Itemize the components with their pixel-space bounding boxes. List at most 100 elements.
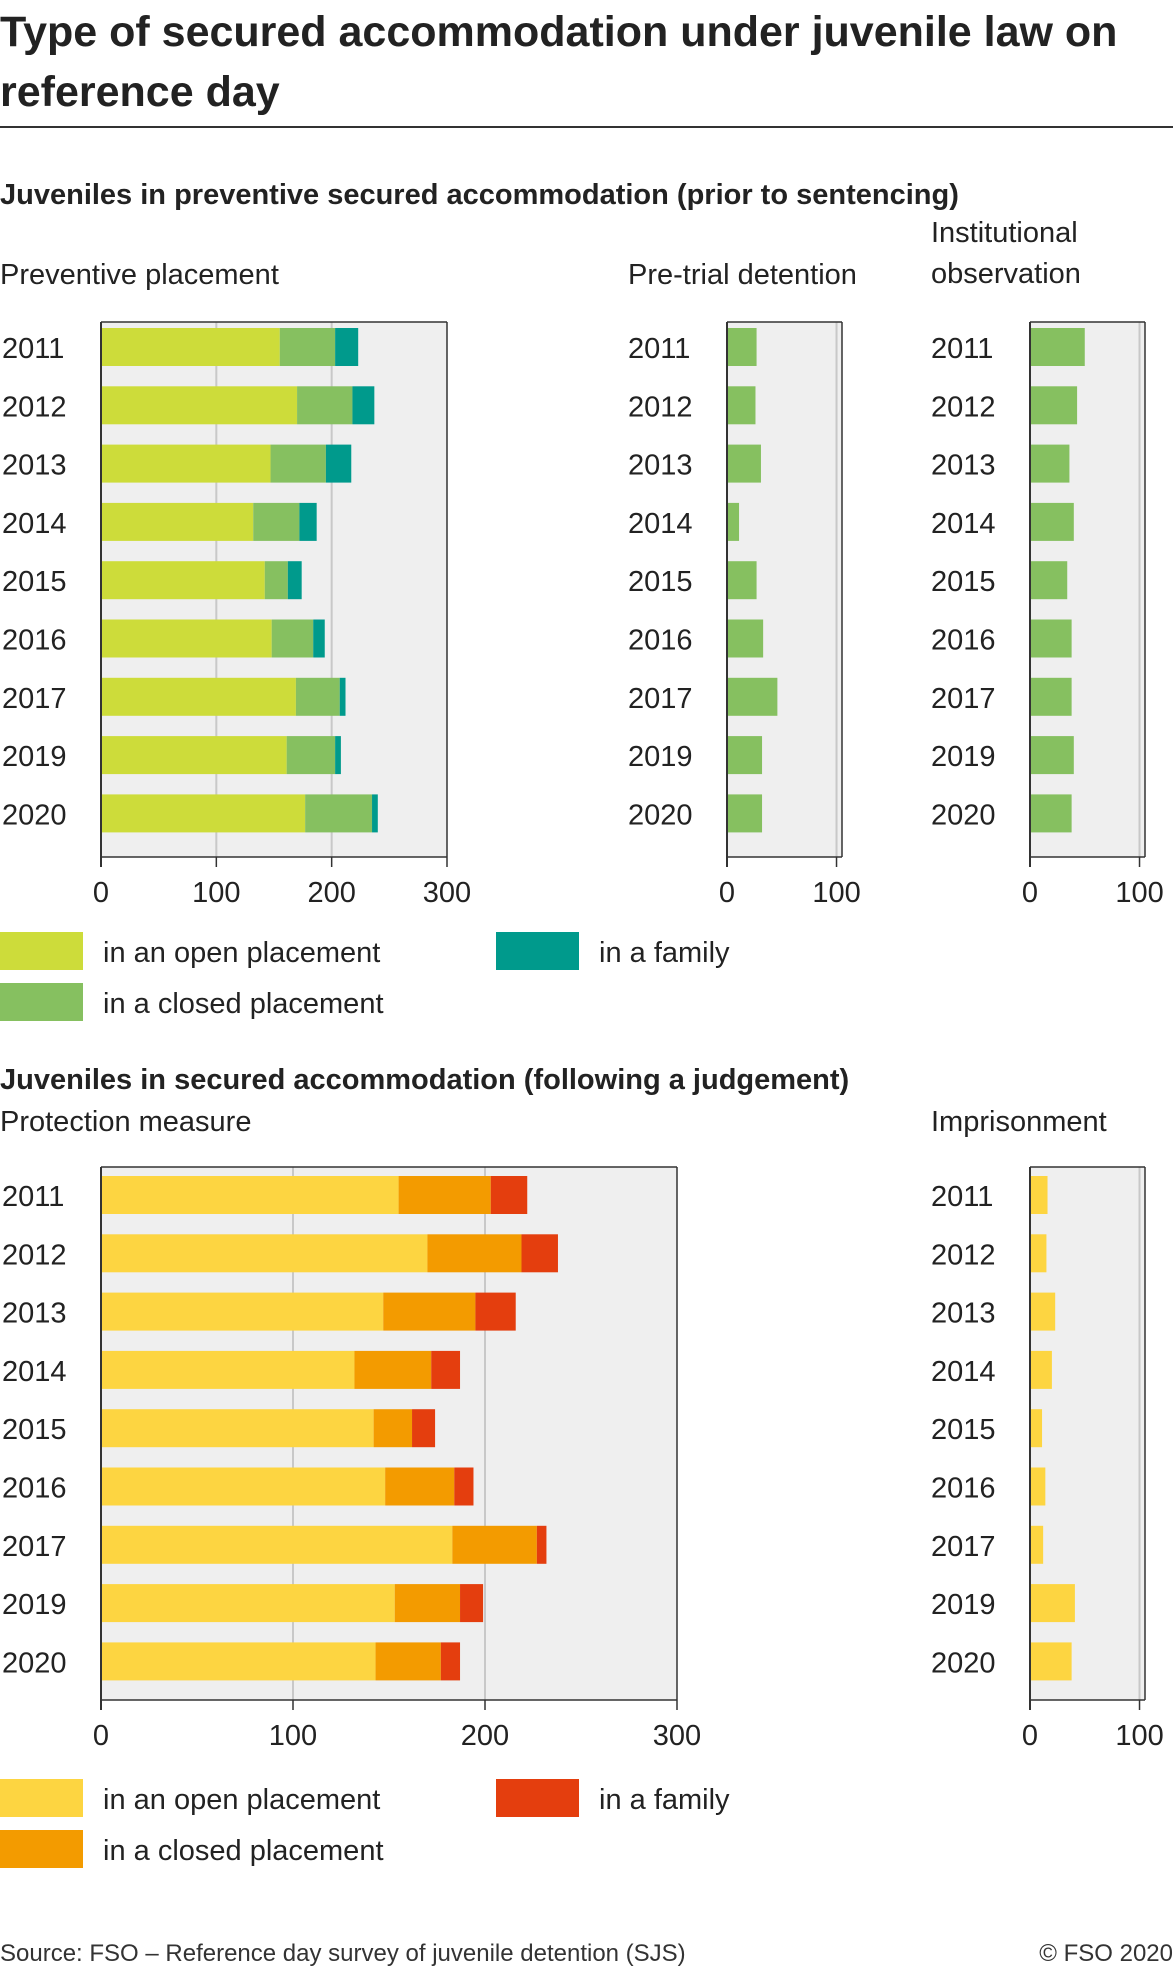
bar-segment [1030, 1234, 1047, 1273]
bar-segment [1030, 1350, 1052, 1389]
bar-segment [101, 444, 271, 483]
year-label: 2013 [2, 450, 67, 482]
panel-title: Imprisonment [931, 1106, 1107, 1138]
chart-title: Type of secured accommodation under juve… [0, 8, 1118, 116]
legend-label: in a closed placement [103, 1835, 384, 1867]
bar-segment [313, 619, 325, 658]
bar-segment [452, 1525, 537, 1564]
year-label: 2013 [931, 1298, 996, 1330]
x-tick-label: 200 [307, 877, 355, 909]
year-label: 2015 [2, 566, 67, 598]
legend-label: in an open placement [103, 937, 380, 969]
year-label: 2011 [2, 1181, 64, 1213]
legend-label: in an open placement [103, 1784, 380, 1816]
bar-segment [412, 1409, 436, 1448]
bar-segment [460, 1584, 484, 1623]
x-tick-label: 0 [93, 877, 109, 909]
bar-segment [394, 1584, 461, 1623]
legend-label: in a family [599, 1784, 730, 1816]
year-label: 2013 [2, 1298, 67, 1330]
year-label: 2014 [2, 508, 67, 540]
bar-segment [101, 1350, 355, 1389]
bar-segment [101, 794, 306, 833]
bar-segment [1030, 1584, 1075, 1623]
bar-segment [1030, 1467, 1046, 1506]
bar-segment [253, 502, 300, 541]
legend-swatch [0, 932, 83, 970]
bar-segment [1030, 328, 1085, 366]
bar-segment [352, 386, 375, 425]
year-label: 2014 [628, 508, 693, 540]
x-tick-label: 100 [1115, 1720, 1163, 1752]
bar-segment [373, 1409, 413, 1448]
section-heading: Juveniles in secured accommodation (foll… [0, 1064, 849, 1096]
year-label: 2012 [931, 1239, 996, 1271]
bar-segment [372, 794, 378, 833]
legend-label: in a closed placement [103, 988, 384, 1020]
bar-segment [101, 1584, 395, 1623]
year-label: 2017 [2, 1531, 67, 1563]
year-label: 2020 [931, 799, 996, 831]
bar-segment [101, 1409, 374, 1448]
year-label: 2020 [2, 799, 67, 831]
bar-segment [264, 561, 288, 600]
year-label: 2019 [931, 1589, 996, 1621]
legend-swatch [0, 1830, 83, 1868]
year-label: 2020 [628, 799, 693, 831]
legend-swatch [496, 932, 579, 970]
bar-segment [1030, 386, 1078, 425]
bar-segment [270, 444, 326, 483]
year-label: 2017 [931, 683, 996, 715]
year-label: 2016 [2, 1473, 67, 1505]
bar-segment [383, 1292, 476, 1331]
bar-segment [375, 1642, 441, 1681]
bar-segment [101, 561, 265, 600]
bar-segment [475, 1292, 516, 1331]
bar-segment [335, 328, 359, 366]
source-note: Source: FSO – Reference day survey of ju… [0, 1940, 686, 1967]
bar-segment [1030, 736, 1074, 775]
legend-label: in a family [599, 937, 730, 969]
year-label: 2015 [931, 566, 996, 598]
bar-segment [727, 444, 761, 483]
copyright-note: © FSO 2020 [1039, 1940, 1173, 1967]
bar-segment [727, 677, 778, 716]
bar-segment [385, 1467, 455, 1506]
bar-segment [101, 1176, 399, 1214]
bar-segment [1030, 561, 1068, 600]
bar-segment [440, 1642, 461, 1681]
year-label: 2013 [931, 450, 996, 482]
bar-segment [1030, 677, 1072, 716]
year-label: 2014 [2, 1356, 67, 1388]
year-label: 2016 [931, 1473, 996, 1505]
bar-segment [101, 386, 298, 425]
bar-segment [727, 386, 756, 425]
bar-segment [727, 561, 757, 600]
bar-segment [299, 502, 317, 541]
year-label: 2016 [2, 625, 67, 657]
x-tick-label: 0 [93, 1720, 109, 1752]
year-label: 2019 [931, 741, 996, 773]
bar-segment [295, 677, 340, 716]
x-tick-label: 100 [269, 1720, 317, 1752]
bar-segment [1030, 1525, 1044, 1564]
legend-swatch [0, 1779, 83, 1817]
bar-segment [1030, 1409, 1043, 1448]
x-tick-label: 0 [1022, 1720, 1038, 1752]
bar-segment [1030, 1176, 1048, 1214]
year-label: 2011 [628, 333, 690, 365]
year-label: 2015 [2, 1414, 67, 1446]
bar-segment [279, 328, 336, 366]
year-label: 2012 [931, 391, 996, 423]
bar-segment [1030, 444, 1070, 483]
bar-segment [354, 1350, 432, 1389]
bar-segment [101, 677, 296, 716]
year-label: 2020 [931, 1647, 996, 1679]
bar-segment [398, 1176, 491, 1214]
bar-segment [101, 1642, 376, 1681]
bar-segment [431, 1350, 461, 1389]
year-label: 2020 [2, 1647, 67, 1679]
x-tick-label: 300 [653, 1720, 701, 1752]
bar-segment [271, 619, 314, 658]
x-tick-label: 100 [1115, 877, 1163, 909]
